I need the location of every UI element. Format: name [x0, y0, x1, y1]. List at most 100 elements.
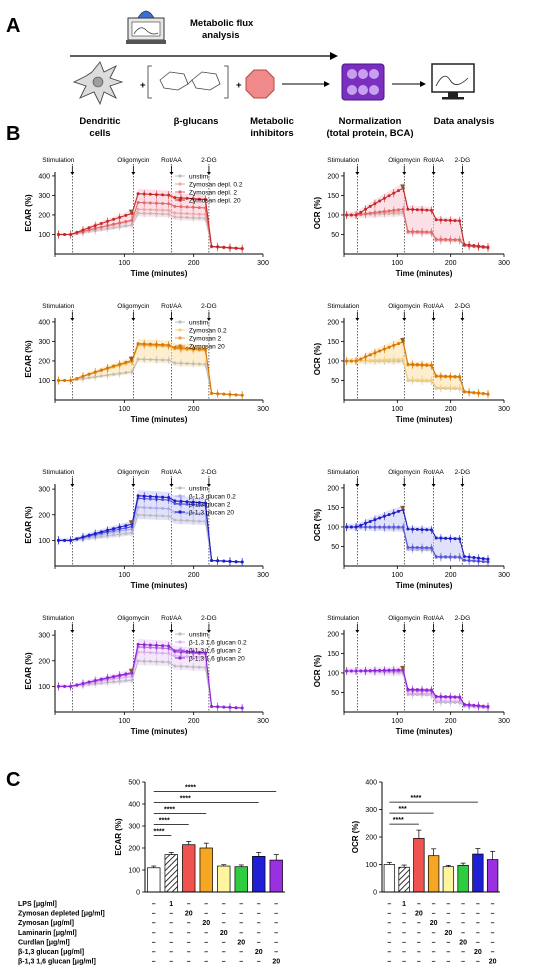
data-point [185, 650, 189, 654]
event-label-oligomycin: Oligomycin [388, 303, 421, 310]
x-axis-label: Time (minutes) [396, 727, 453, 736]
data-point [99, 368, 103, 372]
data-point [124, 675, 128, 679]
data-point [124, 672, 128, 676]
x-axis-label: Time (minutes) [396, 581, 453, 590]
data-point [197, 519, 201, 523]
data-point [161, 495, 165, 499]
data-point [154, 208, 158, 212]
data-point [197, 512, 201, 516]
data-point [87, 376, 91, 380]
event-label-rotaa: Rot/AA [161, 469, 182, 476]
condition-value-left: – [222, 949, 226, 956]
y-tick-label: 0 [136, 890, 140, 897]
condition-value-right: – [446, 939, 450, 946]
data-point [345, 525, 349, 529]
data-point [429, 230, 433, 234]
condition-value-left: – [239, 901, 243, 908]
condition-value-left: – [222, 920, 226, 927]
data-point [167, 660, 171, 664]
data-point [161, 343, 165, 347]
data-point [458, 375, 462, 379]
significance-label: **** [410, 795, 421, 802]
data-point [359, 357, 363, 361]
chart-ocr_b13: Stimulation Oligomycin Rot/AA 2-DG 100 200 300… [313, 469, 510, 590]
data-point [359, 523, 363, 527]
step-label-bca: (total protein, BCA) [326, 128, 413, 139]
legend-marker [178, 320, 182, 324]
data-point [406, 229, 410, 233]
event-label-stimulation: Stimulation [42, 157, 75, 164]
data-point [167, 495, 171, 499]
data-point [368, 519, 372, 523]
chart-ecar_b16: Stimulation Oligomycin Rot/AA 2-DG 100 200 300… [24, 615, 269, 736]
data-point [197, 665, 201, 669]
condition-value-right: – [432, 949, 436, 956]
data-point [458, 537, 462, 541]
data-point [467, 390, 471, 394]
legend-marker [178, 640, 182, 644]
condition-value-left: 20 [237, 939, 245, 946]
conditions-table: LPS [μg/ml] – – 1 1 – – – – – – – – – – – – Zymosan deple… [18, 901, 497, 966]
data-point [63, 684, 67, 688]
condition-value-left: – [187, 920, 191, 927]
data-point [99, 677, 103, 681]
condition-value-left: – [152, 959, 156, 966]
condition-value-right: – [476, 920, 480, 927]
data-point [387, 209, 391, 213]
step-label-data-analysis: Data analysis [434, 116, 495, 127]
condition-value-left: – [274, 949, 278, 956]
marker-triangle [128, 209, 134, 215]
condition-value-right: – [446, 959, 450, 966]
data-point [197, 197, 201, 201]
data-point [472, 391, 476, 395]
data-point [136, 513, 140, 517]
data-point [401, 525, 405, 529]
data-point [179, 205, 183, 209]
condition-value-right: – [461, 920, 465, 927]
data-point [161, 651, 165, 655]
data-point [69, 378, 73, 382]
data-point [87, 228, 91, 232]
condition-value-right: – [461, 949, 465, 956]
data-point [130, 370, 134, 374]
data-point [222, 245, 226, 249]
x-tick-label: 300 [257, 718, 269, 725]
data-point [173, 215, 177, 219]
y-axis-label: ECAR (%) [24, 340, 33, 378]
bar-5 [234, 866, 248, 893]
significance-label: **** [154, 828, 165, 835]
data-point [105, 373, 109, 377]
legend-label: unstim. [189, 485, 210, 492]
y-axis-label: ECAR (%) [24, 652, 33, 690]
data-point [124, 532, 128, 536]
data-point [69, 538, 73, 542]
data-point [415, 692, 419, 696]
condition-label: Curdlan [μg/ml] [18, 939, 70, 946]
event-arrowhead-stimulation [355, 630, 360, 633]
condition-value-right: – [491, 949, 495, 956]
x-tick-label: 300 [498, 718, 510, 725]
data-point [148, 342, 152, 346]
y-axis-label: OCR (%) [313, 508, 322, 541]
data-point [387, 358, 391, 362]
y-tick-label: 400 [38, 319, 50, 326]
y-tick-label: 50 [331, 544, 339, 551]
data-point [378, 668, 382, 672]
legend-label: β-1,3 1,6 glucan 2 [189, 647, 242, 654]
data-point [349, 525, 353, 529]
y-tick-label: 100 [327, 670, 339, 677]
x-axis-label: Time (minutes) [131, 581, 188, 590]
event-arrowhead-rotaa [169, 172, 174, 175]
condition-value-right: – [402, 911, 406, 918]
data-point [378, 358, 382, 362]
data-point [462, 242, 466, 246]
data-point [161, 208, 165, 212]
data-point [234, 246, 238, 250]
bar-7 [486, 859, 499, 893]
x-axis-label: Time (minutes) [396, 415, 453, 424]
event-arrowhead-rotaa [169, 318, 174, 321]
bar-1 [398, 866, 410, 893]
data-point [142, 513, 146, 517]
condition-value-right: – [461, 959, 465, 966]
